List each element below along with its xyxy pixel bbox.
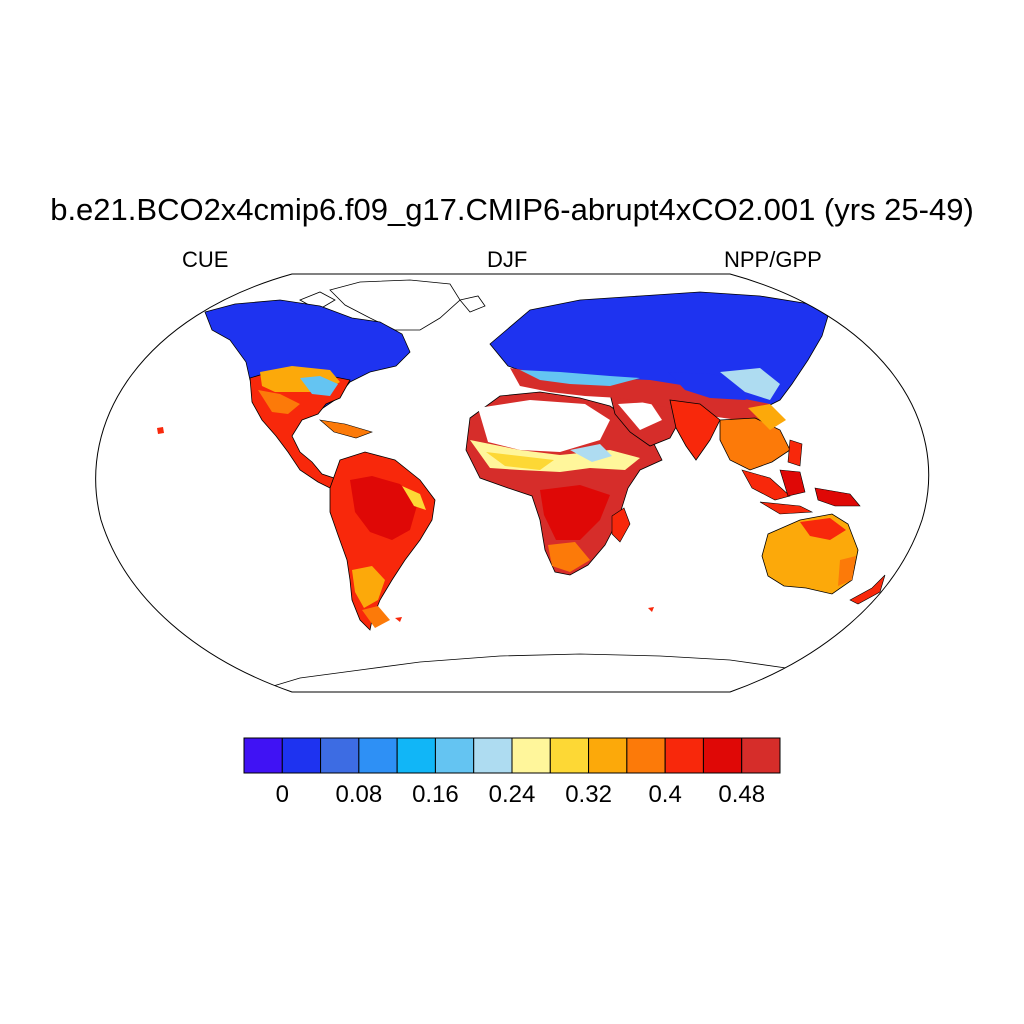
colorbar-swatch xyxy=(434,737,475,774)
africa xyxy=(465,389,681,576)
falklands xyxy=(395,617,402,622)
colorbar-swatch xyxy=(511,737,551,774)
colorbar-swatch xyxy=(396,737,436,774)
map-boundary xyxy=(95,273,930,693)
eurasia xyxy=(489,291,829,471)
colorbar-swatch xyxy=(549,737,590,774)
colorbar-swatch xyxy=(281,737,322,774)
kerguelen xyxy=(648,607,654,612)
colorbar-tick-label: 0.16 xyxy=(412,781,459,808)
north-america xyxy=(204,299,411,493)
maritime-southeast-asia xyxy=(741,439,861,515)
colorbar-swatch xyxy=(626,737,666,774)
colorbar-swatch xyxy=(473,737,513,774)
colorbar-swatch xyxy=(358,737,398,774)
greenland xyxy=(329,279,461,331)
variable-label: CUE xyxy=(182,247,229,272)
colorbar-swatch xyxy=(320,737,360,774)
colorbar-swatch xyxy=(664,737,704,774)
colorbar-tick-label: 0.32 xyxy=(565,781,612,808)
hawaii xyxy=(157,427,164,434)
colorbar-swatch xyxy=(702,737,743,774)
colorbar-swatch xyxy=(741,737,781,774)
chart-title: b.e21.BCO2x4cmip6.f09_g17.CMIP6-abrupt4x… xyxy=(50,192,974,227)
season-label: DJF xyxy=(487,247,528,272)
colorbar-tick-label: 0.08 xyxy=(335,781,383,808)
colorbar-tick-label: 0 xyxy=(275,781,289,808)
colorbar-swatch xyxy=(588,737,628,774)
south-america xyxy=(329,451,436,631)
colorbar-tick-label: 0.48 xyxy=(718,781,766,808)
antarctica xyxy=(259,653,881,692)
colorbar-tick-label: 0.24 xyxy=(488,781,536,808)
colorbar-tick-label: 0.4 xyxy=(648,781,682,808)
colorbar-swatch xyxy=(243,737,283,774)
australia xyxy=(761,513,886,605)
variable-description: NPP/GPP xyxy=(724,247,822,272)
